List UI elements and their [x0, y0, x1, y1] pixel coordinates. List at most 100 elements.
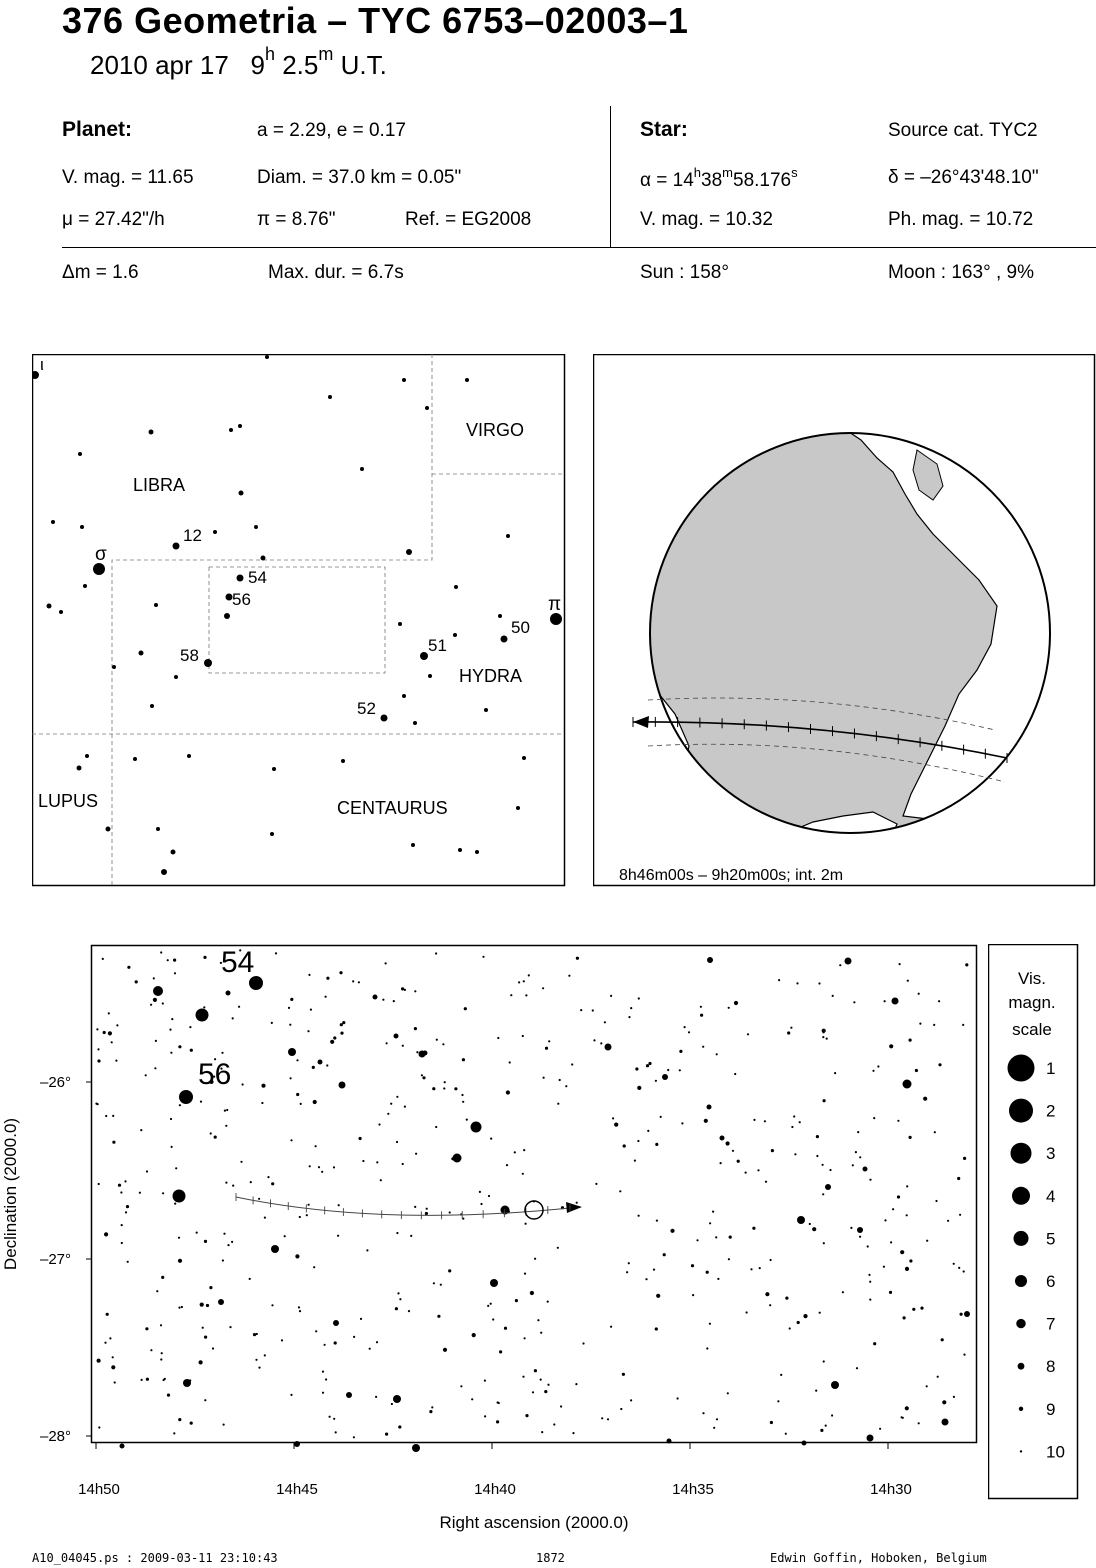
map-star	[328, 395, 332, 399]
minute-unit: m	[318, 44, 334, 64]
faint-star	[213, 1135, 217, 1139]
faint-star	[116, 1024, 119, 1027]
faint-star	[525, 1414, 529, 1418]
map-star	[150, 704, 154, 708]
faint-star	[385, 1042, 388, 1045]
faint-star	[209, 1286, 213, 1290]
faint-star	[390, 1402, 393, 1406]
map-star	[204, 659, 212, 667]
faint-star	[109, 1337, 112, 1340]
faint-star	[309, 1008, 312, 1011]
star-phmag: Ph. mag. = 10.72	[888, 209, 1034, 230]
star-source: Source cat. TYC2	[888, 120, 1038, 141]
faint-star	[869, 1298, 872, 1301]
faint-star	[189, 1379, 192, 1382]
faint-star	[600, 1042, 603, 1045]
faint-star	[178, 1418, 182, 1422]
footer-author: Edwin Goffin, Hoboken, Belgium	[770, 1551, 987, 1565]
field-star	[941, 1418, 949, 1426]
faint-star	[715, 1053, 718, 1056]
faint-star	[505, 1164, 509, 1167]
map-star	[425, 406, 429, 410]
star-label-12: 12	[183, 526, 202, 545]
faint-star	[879, 1427, 882, 1430]
faint-star	[522, 1375, 525, 1378]
faint-star	[170, 1145, 173, 1148]
map-star	[85, 754, 89, 758]
faint-star	[328, 1415, 331, 1418]
map-star	[93, 563, 105, 575]
faint-star	[719, 1162, 722, 1165]
faint-star	[591, 1009, 594, 1012]
faint-star	[138, 1191, 141, 1194]
faint-star	[630, 1399, 633, 1402]
faint-star	[321, 1370, 325, 1373]
faint-star	[717, 1277, 720, 1280]
star-label-50: 50	[511, 618, 530, 637]
faint-star	[203, 1239, 208, 1243]
map-star	[236, 574, 244, 582]
faint-star	[794, 1153, 797, 1156]
faint-star	[376, 1161, 379, 1164]
faint-star	[630, 1007, 633, 1010]
detail-label-56: 56	[198, 1058, 231, 1091]
map-star	[224, 613, 230, 619]
faint-star	[565, 1085, 568, 1088]
faint-star	[796, 982, 799, 985]
field-star	[153, 986, 163, 996]
lupus-label: LUPUS	[38, 791, 98, 811]
faint-star	[124, 1180, 127, 1183]
faint-star	[325, 1378, 328, 1381]
map-star	[170, 849, 176, 855]
faint-star	[853, 1001, 856, 1004]
map-star	[260, 555, 266, 561]
faint-star	[902, 1316, 906, 1320]
map-star	[254, 525, 258, 529]
faint-star	[394, 1307, 398, 1311]
map-star	[32, 371, 39, 379]
faint-star	[431, 1406, 434, 1409]
faint-star	[324, 995, 327, 998]
faint-star	[140, 1129, 143, 1132]
faint-star	[575, 1383, 578, 1386]
faint-star	[352, 1436, 355, 1439]
map-star	[411, 843, 415, 847]
faint-star	[769, 1304, 772, 1307]
faint-star	[95, 1102, 98, 1105]
map-star	[46, 603, 52, 609]
legend-dot	[1007, 1054, 1035, 1082]
faint-star	[637, 1085, 642, 1090]
detail-star-chart: 54 56 –26° –27° –28° Declination (2000.0…	[1, 944, 978, 1532]
faint-star	[539, 1378, 542, 1381]
map-star	[360, 467, 364, 471]
star-label-52: 52	[357, 699, 376, 718]
x-tick-1445: 14h45	[276, 1481, 318, 1498]
faint-star	[821, 1163, 824, 1166]
faint-star	[670, 1228, 675, 1233]
moon-info: Moon : 163° , 9%	[888, 262, 1034, 283]
faint-star	[162, 1378, 165, 1382]
faint-star	[175, 1167, 178, 1170]
faint-star	[884, 1219, 887, 1222]
field-star	[490, 1279, 498, 1287]
legend-label: 5	[1046, 1229, 1055, 1248]
map-star	[500, 635, 508, 643]
faint-star	[513, 1151, 516, 1154]
legend-label: 1	[1046, 1059, 1055, 1078]
faint-star	[962, 1270, 965, 1273]
faint-star	[784, 1432, 787, 1435]
faint-star	[126, 1260, 129, 1263]
field-star	[500, 1205, 510, 1215]
faint-star	[752, 1226, 756, 1230]
map-star	[172, 542, 180, 550]
star-labels: ι σ π 12 54 56 58 50 51 52	[40, 355, 561, 718]
faint-star	[822, 1036, 825, 1039]
faint-star	[330, 1039, 335, 1044]
faint-star	[379, 1179, 382, 1182]
faint-star	[606, 1418, 610, 1421]
faint-star	[332, 1166, 336, 1169]
faint-star	[851, 1164, 854, 1167]
faint-star	[435, 1125, 438, 1129]
faint-star	[307, 1030, 310, 1033]
faint-star	[178, 1104, 181, 1107]
